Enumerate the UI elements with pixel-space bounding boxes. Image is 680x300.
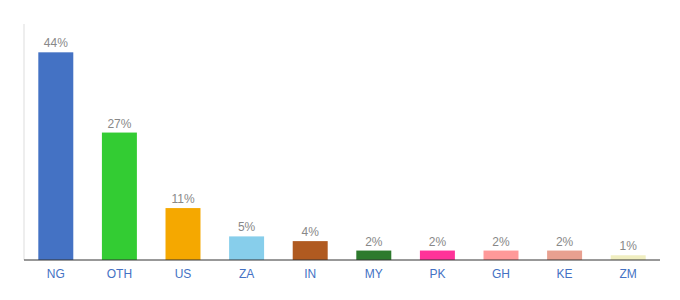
bar bbox=[484, 251, 519, 260]
data-label: 11% bbox=[171, 192, 194, 206]
data-label: 2% bbox=[429, 235, 447, 249]
bar bbox=[102, 133, 137, 260]
x-tick-label: OTH bbox=[107, 267, 132, 281]
chart: 44% 27% 11% 5% 4% 2% 2% 2% 2% 1% NG OTH US ZA IN MY PK GH… bbox=[0, 0, 680, 300]
bar bbox=[420, 251, 455, 260]
data-label: 4% bbox=[302, 225, 320, 239]
bar bbox=[356, 251, 391, 260]
x-tick-label: MY bbox=[365, 267, 383, 281]
x-tick-label: US bbox=[175, 267, 192, 281]
bar bbox=[38, 52, 73, 260]
data-label: 2% bbox=[492, 235, 510, 249]
x-tick-label: GH bbox=[492, 267, 510, 281]
bar bbox=[229, 236, 264, 260]
x-tick-labels: NG OTH US ZA IN MY PK GH KE ZM bbox=[47, 267, 637, 281]
x-tick-label: KE bbox=[557, 267, 573, 281]
data-label: 2% bbox=[556, 235, 574, 249]
bar bbox=[293, 241, 328, 260]
data-label: 5% bbox=[238, 220, 256, 234]
x-tick-label: ZA bbox=[239, 267, 254, 281]
bar bbox=[166, 208, 201, 260]
bars bbox=[38, 52, 645, 260]
data-label: 44% bbox=[44, 36, 68, 50]
x-tick-label: PK bbox=[429, 267, 445, 281]
x-tick-label: IN bbox=[304, 267, 316, 281]
bar bbox=[611, 255, 646, 260]
y-axis-line bbox=[24, 24, 25, 260]
data-label: 2% bbox=[365, 235, 383, 249]
data-labels: 44% 27% 11% 5% 4% 2% 2% 2% 2% 1% bbox=[44, 36, 637, 253]
data-label: 27% bbox=[107, 117, 131, 131]
bar bbox=[547, 251, 582, 260]
x-axis-line bbox=[24, 260, 660, 261]
x-tick-label: ZM bbox=[620, 267, 637, 281]
x-tick-label: NG bbox=[47, 267, 65, 281]
data-label: 1% bbox=[620, 239, 638, 253]
